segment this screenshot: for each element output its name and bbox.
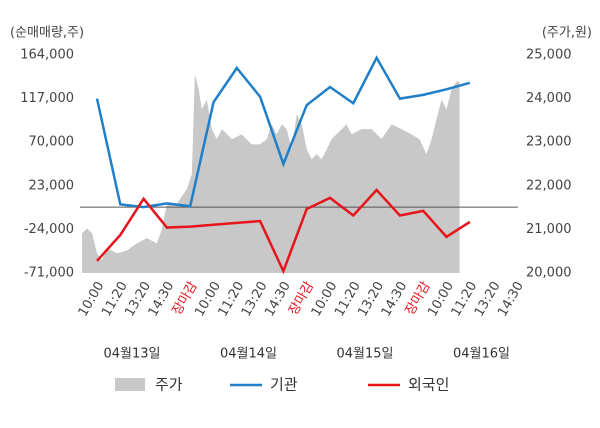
y2-tick-label: 22,000 xyxy=(526,178,572,193)
y2-axis-title: (주가,원) xyxy=(542,26,592,41)
line-series xyxy=(96,188,471,275)
line-series xyxy=(95,55,471,209)
date-label: 04월16일 xyxy=(453,347,510,362)
y-tick-label: 23,000 xyxy=(29,178,75,193)
y2-tick-label: 21,000 xyxy=(526,222,572,237)
y-tick-label: 164,000 xyxy=(20,48,74,63)
y-tick-label: 117,000 xyxy=(20,91,74,106)
legend-swatch xyxy=(115,378,145,391)
date-label: 04월14일 xyxy=(220,347,277,362)
y2-tick-label: 25,000 xyxy=(526,48,572,63)
legend-label: 외국인 xyxy=(408,376,449,394)
date-label: 04월15일 xyxy=(336,347,393,362)
date-label: 04월13일 xyxy=(103,347,160,362)
y-tick-label: -71,000 xyxy=(24,266,74,281)
y-axis-title: (순매매량,주) xyxy=(10,26,84,41)
y-tick-label: -24,000 xyxy=(24,222,74,237)
y2-tick-label: 24,000 xyxy=(526,91,572,106)
price-area xyxy=(82,74,460,274)
legend-label: 기관 xyxy=(270,376,298,394)
legend-label: 주가 xyxy=(155,376,183,394)
y2-tick-label: 23,000 xyxy=(526,135,572,150)
y2-tick-label: 20,000 xyxy=(526,266,572,281)
y-tick-label: 70,000 xyxy=(29,135,75,150)
